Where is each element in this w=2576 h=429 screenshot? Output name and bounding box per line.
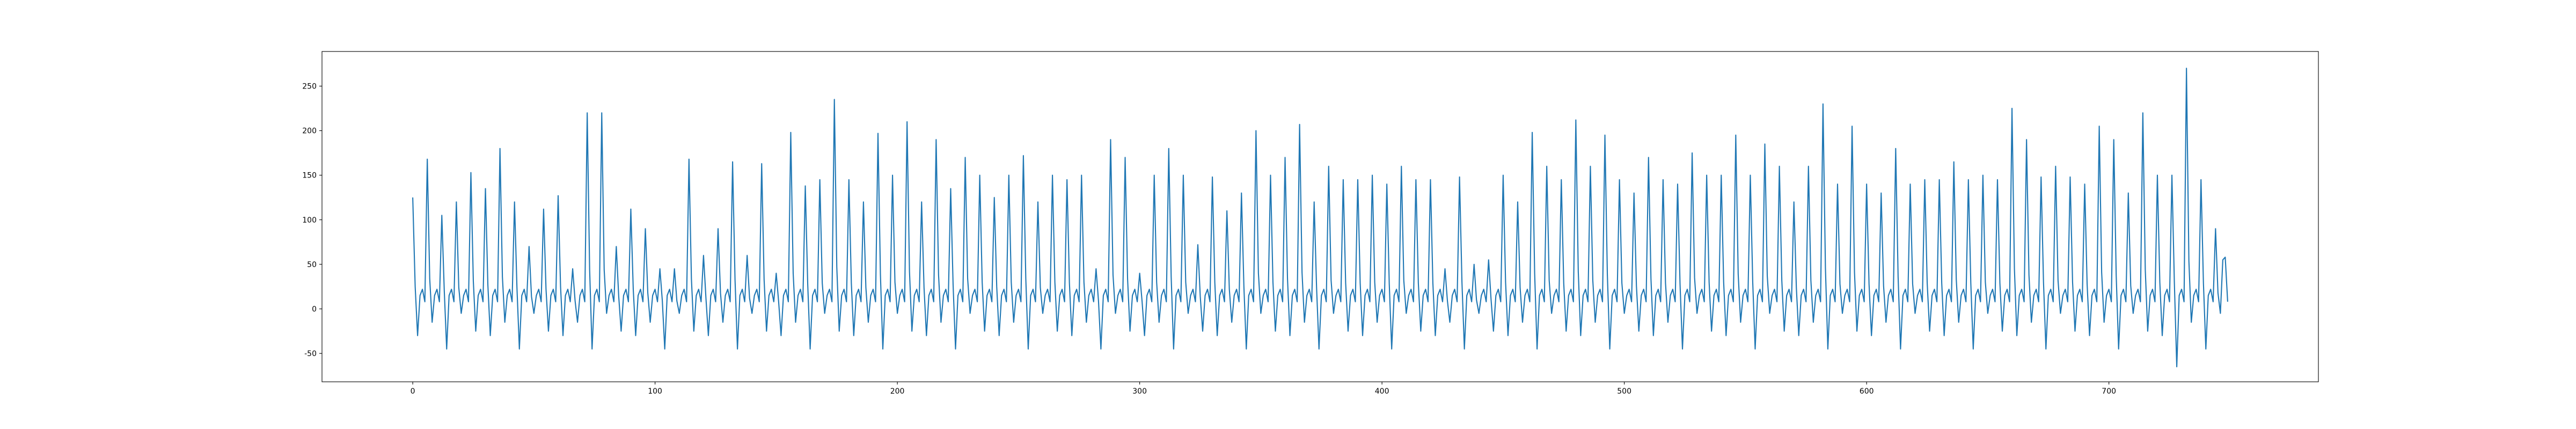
x-tick-label: 500 [1617,387,1631,396]
x-tick-label: 400 [1375,387,1389,396]
x-tick-label: 300 [1132,387,1147,396]
x-tick-label: 100 [648,387,662,396]
axes-content: 0 100 200 300 400 500 600 700 -50 0 50 100 150 200 250 [302,68,2228,396]
x-tick-label: 200 [890,387,905,396]
data-line [412,68,2228,368]
y-tick-label: 150 [302,172,317,180]
y-tick-label: 200 [302,127,317,136]
x-tick-label: 700 [2102,387,2116,396]
y-tick-label: 250 [302,83,317,91]
x-tick-label: 0 [411,387,415,396]
y-tick-label: 100 [302,216,317,225]
plot-frame [321,51,2319,382]
y-tick-label: -50 [304,350,317,358]
y-tick-label: 50 [307,261,317,269]
x-tick-label: 600 [1860,387,1874,396]
y-tick-label: 0 [312,305,317,314]
